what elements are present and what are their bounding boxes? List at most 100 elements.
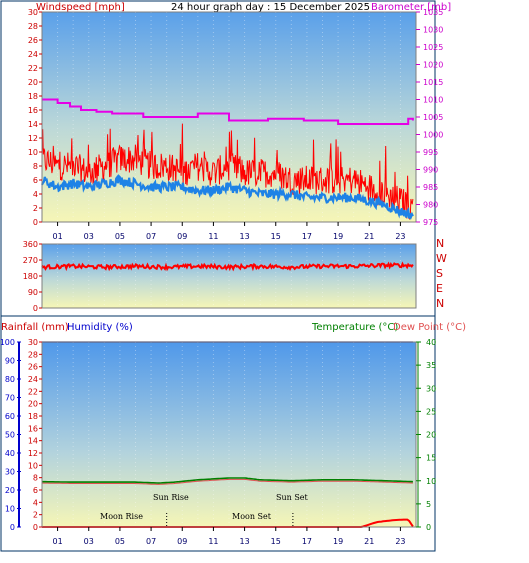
temperature-tick-label: 10 [426,477,436,486]
rainfall-tick-label: 16 [28,424,38,433]
windspeed-tick-label: 8 [33,162,38,171]
barometer-tick-label: 1005 [423,113,443,122]
hour-tick-label: 05 [115,537,125,546]
hour-tick-label: 19 [333,232,343,241]
hour-tick-label: 07 [146,232,156,241]
windspeed-tick-label: 10 [28,148,38,157]
windspeed-line [41,123,414,220]
humidity-tick-label: 30 [5,468,15,477]
sun-rise-label: Sun Rise [153,493,189,502]
humidity-tick-label: 50 [5,431,15,440]
direction-tick-label: 0 [33,304,38,313]
barometer-tick-label: 985 [423,183,438,192]
temperature-line [42,477,413,484]
rainfall-tick-label: 12 [28,449,38,458]
rainfall-tick-label: 18 [28,412,38,421]
compass-label: S [436,267,443,280]
hour-tick-label: 11 [208,537,218,546]
hour-tick-label: 01 [52,232,62,241]
dewpoint-line [42,478,413,485]
temperature-tick-labels: 0 5 10 15 20 25 30 35 40 [416,338,436,532]
windspeed-tick-label: 28 [28,22,38,31]
barometer-tick-label: 1035 [423,8,443,17]
humidity-tick-label: 10 [5,505,15,514]
barometer-tick-label: 995 [423,148,438,157]
rainfall-tick-label: 2 [33,511,38,520]
barometer-axis-title: Barometer [mb] [371,2,451,13]
hour-tick-label: 17 [302,537,312,546]
humidity-tick-label: 80 [5,375,15,384]
hour-tick-label: 07 [146,537,156,546]
rainfall-tick-label: 24 [28,375,38,384]
barometer-tick-label: 1000 [423,131,443,140]
rainfall-tick-label: 0 [33,523,38,532]
wind-hour-tick-labels: 01 03 05 07 09 11 13 15 17 19 21 23 [52,222,406,241]
rainfall-tick-label: 6 [33,486,38,495]
compass-label: E [436,282,443,295]
direction-panel-grid [41,244,401,308]
barometer-tick-labels: 975 980 985 990 995 1000 1005 1010 1015 1020 1025 1… [416,8,443,227]
temperature-tick-label: 30 [426,384,436,393]
rainfall-tick-label: 10 [28,461,38,470]
windspeed-tick-label: 26 [28,36,38,45]
compass-label: N [436,297,444,310]
barometer-tick-label: 990 [423,166,438,175]
hour-tick-label: 03 [84,232,94,241]
humidity-tick-label: 20 [5,486,15,495]
barometer-tick-label: 980 [423,201,438,210]
temperature-tick-label: 0 [426,523,431,532]
windspeed-tick-label: 16 [28,106,38,115]
windspeed-axis-title: Windspeed [mph] [36,2,125,13]
rainfall-tick-label: 20 [28,400,38,409]
direction-tick-label: 180 [23,272,38,281]
dewpoint-axis-title: Dew Point (°C) [393,322,466,333]
temp-hour-tick-labels: 01 03 05 07 09 11 13 15 17 19 21 23 [52,527,406,546]
compass-label: N [436,237,444,250]
wind-direction-line [41,261,414,272]
graph-title: 24 hour graph day : 15 December 2025 [171,2,370,13]
direction-panel-bg [42,244,416,308]
rainfall-tick-label: 4 [33,498,38,507]
barometer-tick-label: 1025 [423,43,443,52]
rainfall-tick-label: 28 [28,350,38,359]
hour-tick-label: 03 [84,537,94,546]
windspeed-tick-label: 4 [33,190,38,199]
humidity-tick-label: 0 [10,523,15,532]
humidity-tick-labels: 0 10 20 30 40 50 60 70 80 90 100 [0,338,21,532]
hour-tick-label: 13 [239,537,249,546]
rainfall-tick-label: 30 [28,338,38,347]
windspeed-tick-label: 0 [33,218,38,227]
direction-tick-label: 270 [23,256,38,265]
hour-tick-label: 23 [395,537,405,546]
outer-frame [0,0,436,552]
rainfall-axis-title: Rainfall (mm) [1,322,69,333]
windspeed-tick-label: 2 [33,204,38,213]
rainfall-tick-label: 8 [33,474,38,483]
humidity-tick-label: 90 [5,357,15,366]
barometer-tick-label: 1010 [423,96,443,105]
wind-average-line [41,173,414,221]
hour-tick-label: 13 [239,232,249,241]
humidity-axis-title: Humidity (%) [67,322,133,333]
hour-tick-label: 15 [271,537,281,546]
hour-tick-label: 21 [364,232,374,241]
hour-tick-label: 17 [302,232,312,241]
windspeed-tick-label: 6 [33,176,38,185]
rainfall-tick-label: 14 [28,437,38,446]
windspeed-tick-label: 18 [28,92,38,101]
hour-tick-label: 11 [208,232,218,241]
humidity-tick-label: 100 [0,338,15,347]
wind-panel-series [41,98,414,221]
direction-tick-label: 360 [23,240,38,249]
temp-panel-bg [42,342,416,527]
hour-tick-label: 15 [271,232,281,241]
sun-set-label: Sun Set [276,493,309,502]
moon-set-label: Moon Set [232,512,272,521]
temperature-tick-label: 25 [426,407,436,416]
hour-tick-label: 01 [52,537,62,546]
hour-tick-label: 19 [333,537,343,546]
